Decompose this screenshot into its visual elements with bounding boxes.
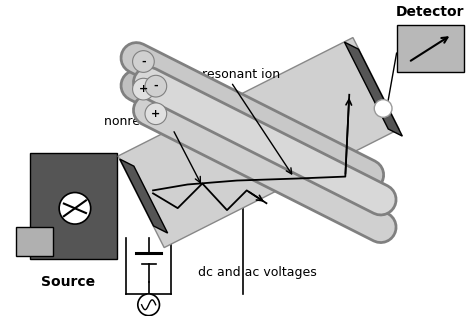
Circle shape <box>138 294 159 316</box>
FancyBboxPatch shape <box>16 227 54 256</box>
Text: nonresonant ion: nonresonant ion <box>104 115 206 128</box>
Text: +: + <box>139 84 148 94</box>
Text: Detector: Detector <box>396 5 465 19</box>
Text: Source: Source <box>41 275 95 289</box>
Polygon shape <box>120 159 168 233</box>
Text: -: - <box>154 81 158 91</box>
Polygon shape <box>345 42 402 136</box>
Circle shape <box>133 51 154 72</box>
Circle shape <box>374 100 392 117</box>
Text: +: + <box>151 109 161 119</box>
Circle shape <box>145 103 167 125</box>
Text: resonant ion: resonant ion <box>202 68 280 81</box>
Circle shape <box>145 75 167 97</box>
Text: dc and ac voltages: dc and ac voltages <box>198 266 317 279</box>
Text: -: - <box>141 56 146 67</box>
Circle shape <box>133 78 154 100</box>
FancyBboxPatch shape <box>397 25 464 72</box>
FancyBboxPatch shape <box>30 153 117 259</box>
Circle shape <box>59 192 91 224</box>
Polygon shape <box>118 37 399 248</box>
